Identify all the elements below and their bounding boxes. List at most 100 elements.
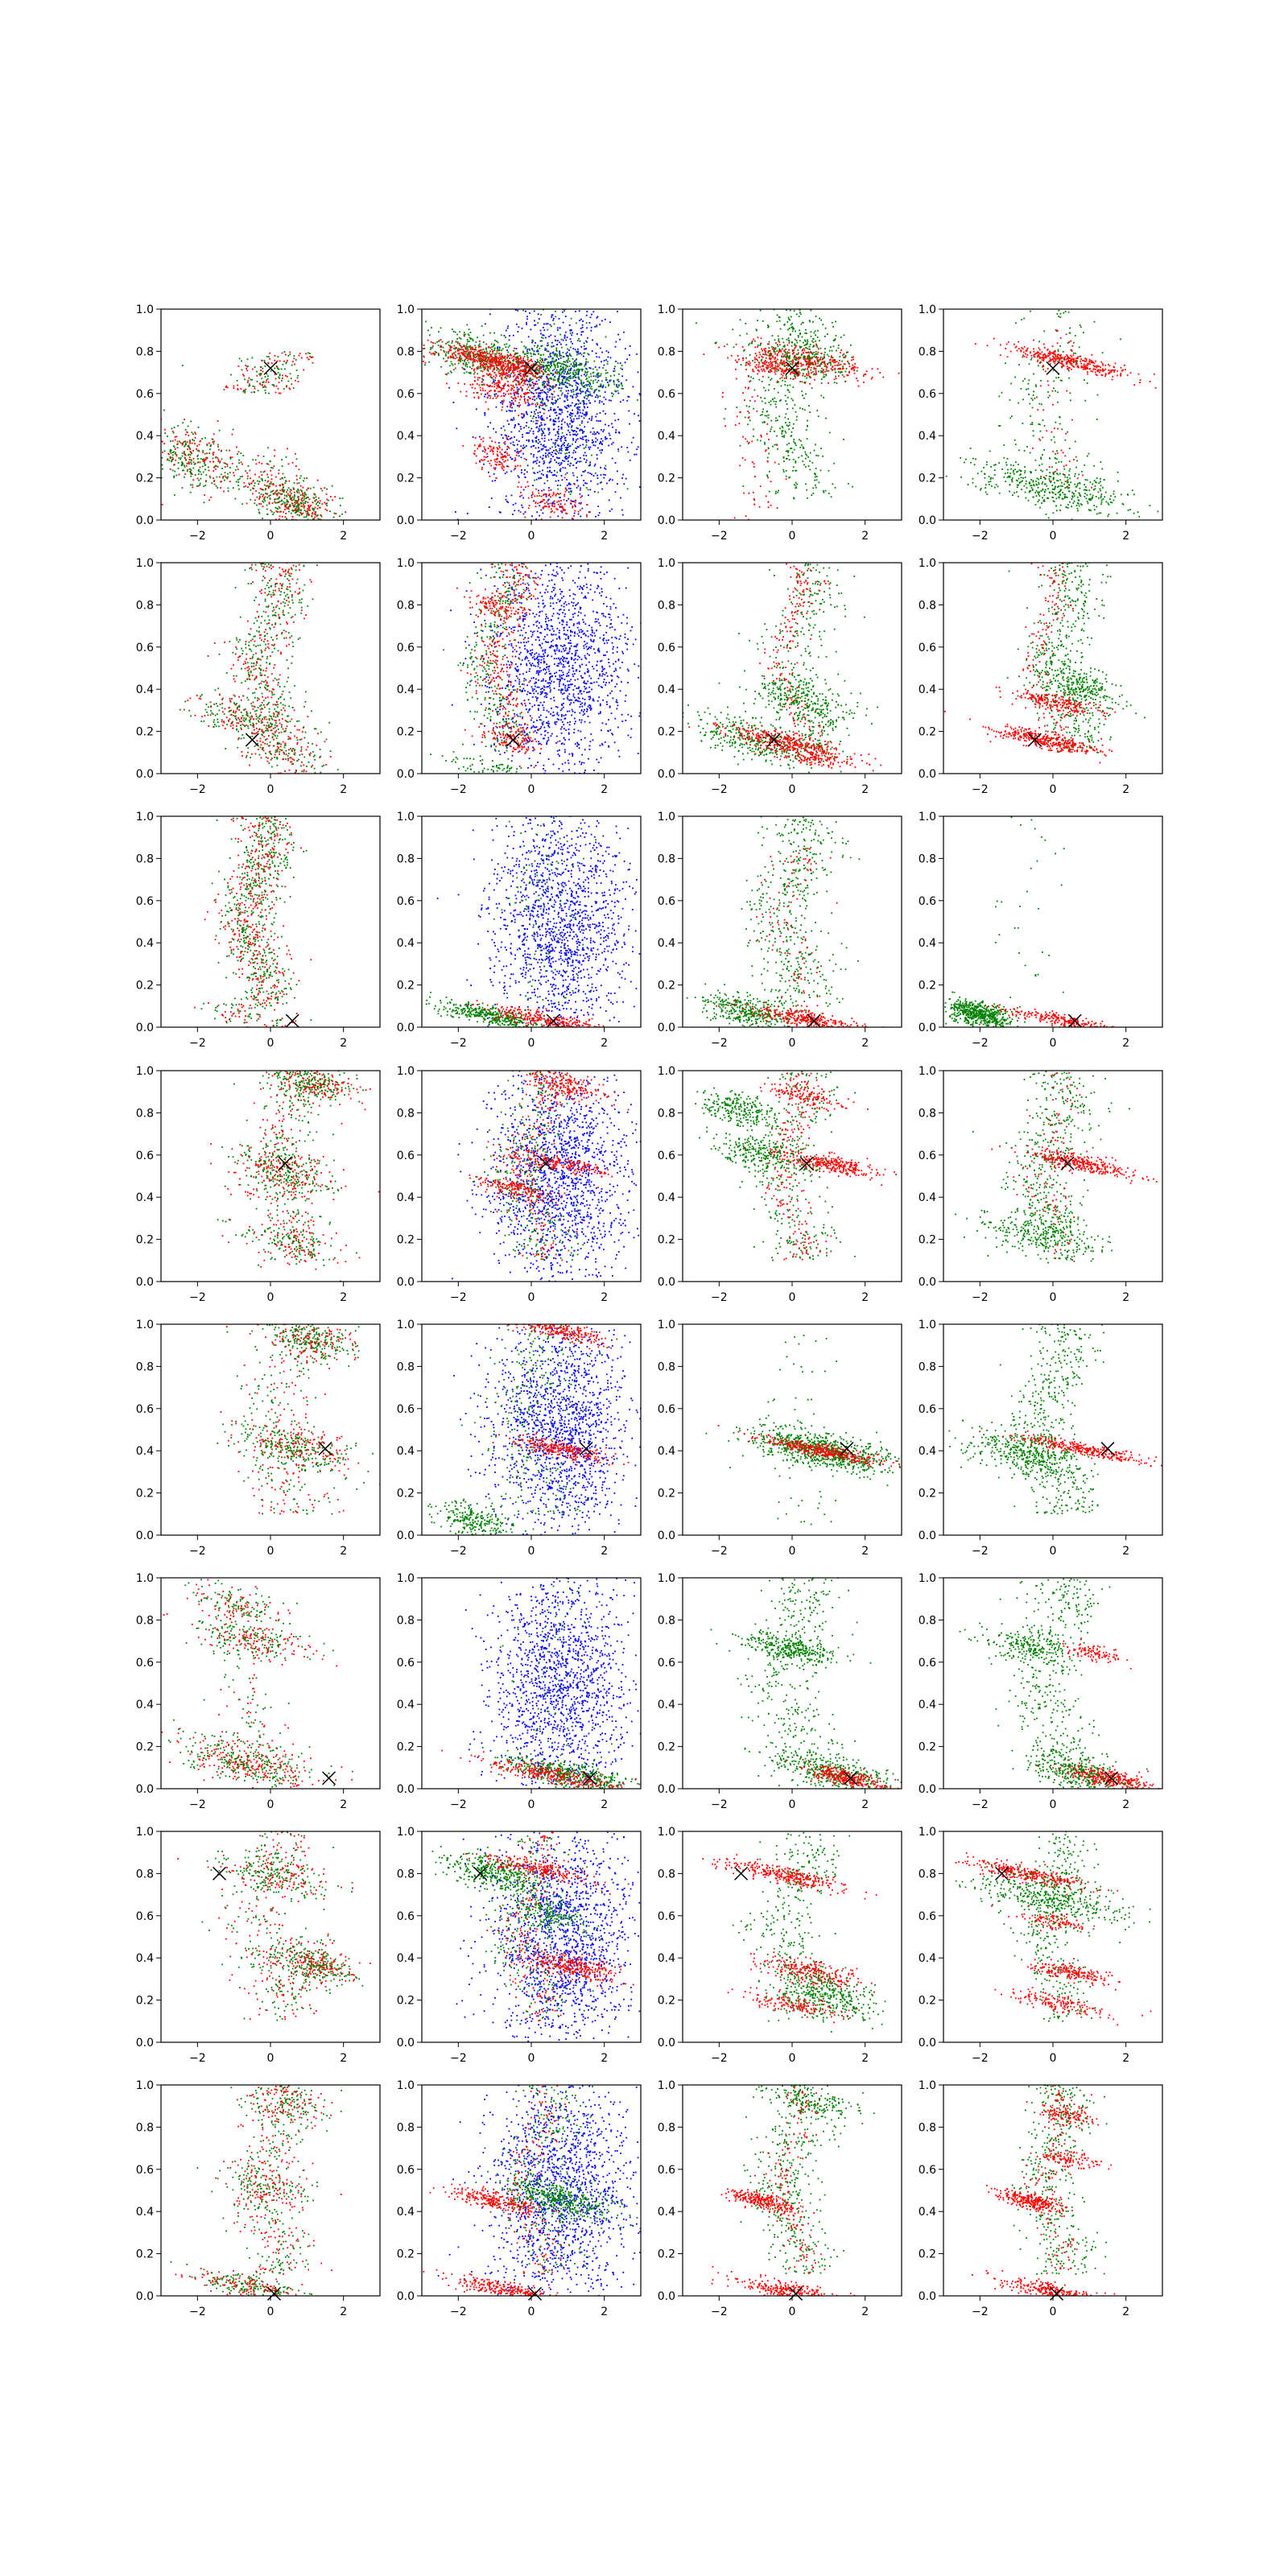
blue-point [552,423,555,425]
green-point [311,515,313,518]
blue-point [568,376,571,378]
green-point [768,325,770,328]
red-point [469,353,471,355]
red-point [514,369,515,371]
red-point [437,353,440,355]
green-point [574,376,576,378]
blue-point [614,419,617,422]
blue-point [572,464,575,466]
blue-point [569,415,572,416]
green-point [591,454,592,456]
green-point [497,349,499,352]
green-point [776,435,778,437]
green-point [786,321,789,323]
blue-point [540,509,543,511]
red-point [478,377,481,379]
blue-point [577,399,579,401]
red-point [518,358,519,361]
red-point [510,365,512,368]
green-point [616,386,617,387]
green-point [568,365,571,367]
blue-point [522,489,525,491]
red-point [477,346,480,348]
blue-point [572,420,575,423]
red-point [444,351,446,353]
green-point [768,370,770,373]
blue-point [535,462,538,464]
blue-point [596,316,598,319]
green-point [786,396,789,398]
green-point [312,518,314,520]
blue-point [552,345,555,347]
red-point [539,502,541,504]
red-point [543,499,545,501]
green-point [808,405,810,407]
blue-point [557,378,559,380]
blue-point [543,446,546,448]
blue-point [553,428,555,431]
blue-point [503,395,506,397]
green-point [819,469,822,472]
blue-point [600,452,602,454]
green-point [443,357,444,360]
green-point [576,353,578,356]
red-point [194,443,196,444]
green-point [824,365,826,368]
red-point [512,365,514,368]
green-point [245,470,247,472]
green-point [556,362,559,365]
blue-point [567,424,569,427]
blue-point [584,363,587,365]
green-point [766,456,769,459]
green-point [505,376,507,378]
red-point [256,374,258,377]
green-point [219,461,221,464]
red-point [514,369,517,371]
red-point [278,473,280,475]
red-point [450,357,452,359]
red-point [448,351,450,353]
green-point [318,497,320,499]
green-point [194,463,196,464]
blue-point [566,489,568,491]
blue-point [578,302,580,303]
red-point [506,372,507,374]
blue-point [510,431,513,433]
green-point [282,363,284,365]
green-point [777,448,778,450]
red-point [464,355,465,357]
green-point [513,349,514,352]
red-point [175,436,178,438]
green-point [795,375,796,378]
red-point [514,353,517,355]
green-point [559,365,562,368]
green-point [580,374,583,377]
blue-point [565,386,567,388]
red-point [154,435,155,436]
green-point [577,403,580,405]
green-point [799,440,802,442]
green-point [814,476,816,478]
green-point [221,458,223,460]
red-point [492,370,494,372]
red-point [473,355,475,357]
blue-point [544,279,546,280]
green-point [197,473,200,475]
green-point [543,431,544,434]
red-point [479,444,481,445]
green-point [535,364,537,366]
green-point [480,367,482,369]
green-point [297,502,299,505]
blue-point [559,397,561,399]
red-point [491,360,493,362]
blue-point [592,427,594,429]
green-point [493,349,496,351]
green-point [786,444,788,446]
red-point [483,352,485,353]
blue-point [559,448,561,450]
green-point [190,420,192,423]
red-point [283,361,285,362]
blue-point [522,444,525,447]
blue-point [506,419,509,422]
green-point [791,364,794,365]
